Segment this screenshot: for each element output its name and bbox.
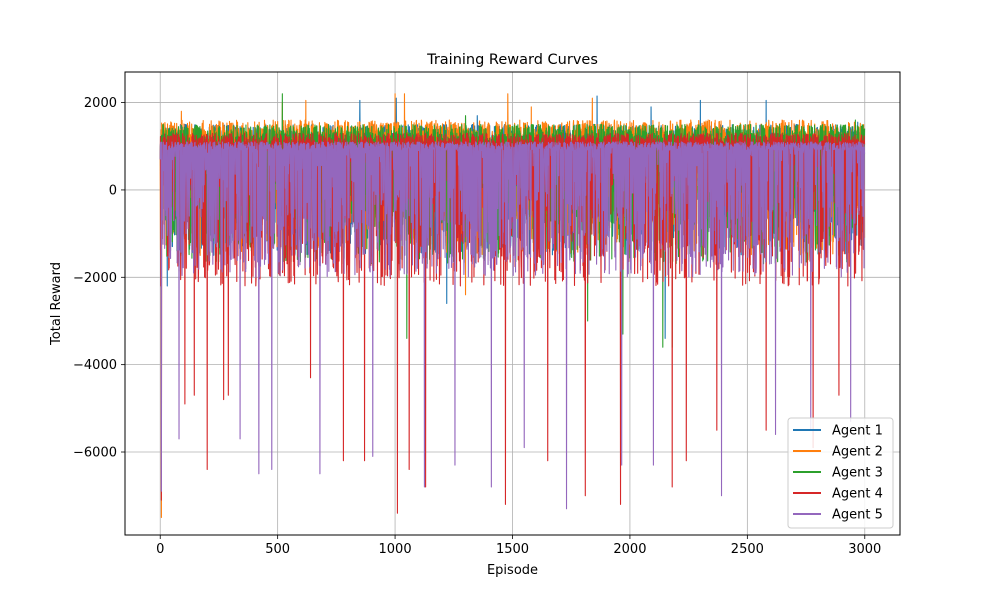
x-tick-label: 0 <box>156 542 164 557</box>
x-tick-label: 2500 <box>731 542 764 557</box>
x-tick-label: 1500 <box>496 542 529 557</box>
y-tick-label: −6000 <box>73 446 117 461</box>
x-tick-label: 1000 <box>379 542 412 557</box>
series-layer <box>159 93 866 519</box>
y-axis-label: Total Reward <box>49 262 64 346</box>
legend: Agent 1 Agent 2 Agent 3 Agent 4 Agent 5 <box>787 417 894 529</box>
x-tick-label: 2000 <box>613 542 646 557</box>
axis-ticks: 0 500 1000 1500 2000 2500 3000 −6000 −4000 −2000 0… <box>73 96 881 557</box>
series-line-agent-5 <box>159 141 866 510</box>
y-tick-label: −2000 <box>73 271 117 286</box>
legend-label-agent-5: Agent 5 <box>832 508 883 523</box>
x-tick-label: 500 <box>265 542 290 557</box>
x-axis-label: Episode <box>487 563 538 578</box>
chart-title: Training Reward Curves <box>426 52 598 68</box>
y-tick-label: −4000 <box>73 358 117 373</box>
legend-box <box>787 417 894 529</box>
y-tick-label: 2000 <box>84 96 117 111</box>
y-tick-label: 0 <box>109 183 117 198</box>
legend-label-agent-4: Agent 4 <box>832 487 883 502</box>
legend-label-agent-1: Agent 1 <box>832 424 883 439</box>
legend-label-agent-2: Agent 2 <box>832 445 883 460</box>
x-tick-label: 3000 <box>848 542 881 557</box>
legend-label-agent-3: Agent 3 <box>832 466 883 481</box>
